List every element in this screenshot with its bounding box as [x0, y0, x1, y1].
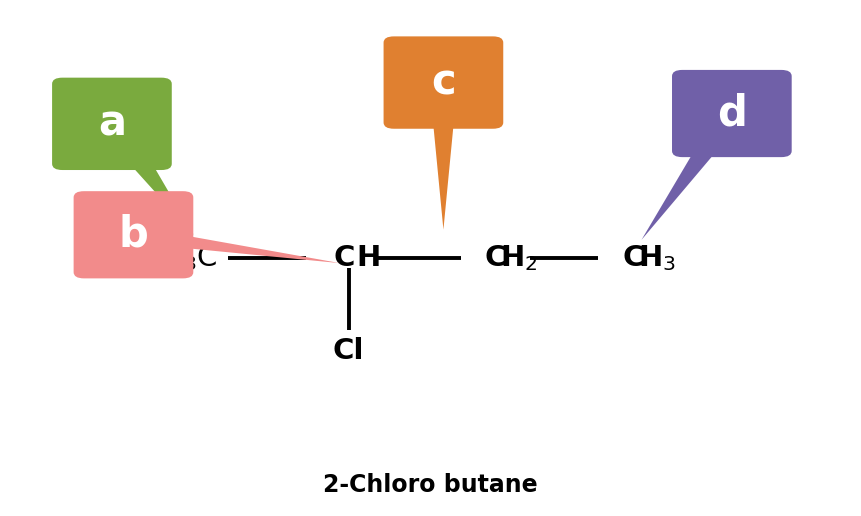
Text: 2-Chloro butane: 2-Chloro butane [323, 473, 538, 497]
FancyBboxPatch shape [672, 70, 792, 157]
Text: H$_3$C: H$_3$C [161, 243, 218, 273]
FancyBboxPatch shape [384, 36, 503, 129]
Polygon shape [641, 149, 715, 240]
Text: H: H [356, 244, 381, 272]
Text: H$_2$: H$_2$ [500, 243, 538, 273]
Text: a: a [98, 103, 126, 145]
Text: d: d [717, 92, 746, 135]
Text: b: b [119, 214, 148, 256]
Text: H$_3$: H$_3$ [638, 243, 676, 273]
Polygon shape [181, 235, 340, 263]
Text: C: C [334, 244, 355, 272]
Text: Cl: Cl [333, 337, 364, 365]
FancyBboxPatch shape [74, 191, 194, 279]
Text: C: C [485, 244, 505, 272]
Polygon shape [433, 123, 454, 230]
Polygon shape [132, 162, 194, 235]
Text: c: c [431, 61, 455, 104]
Text: C: C [623, 244, 643, 272]
FancyBboxPatch shape [53, 78, 172, 170]
